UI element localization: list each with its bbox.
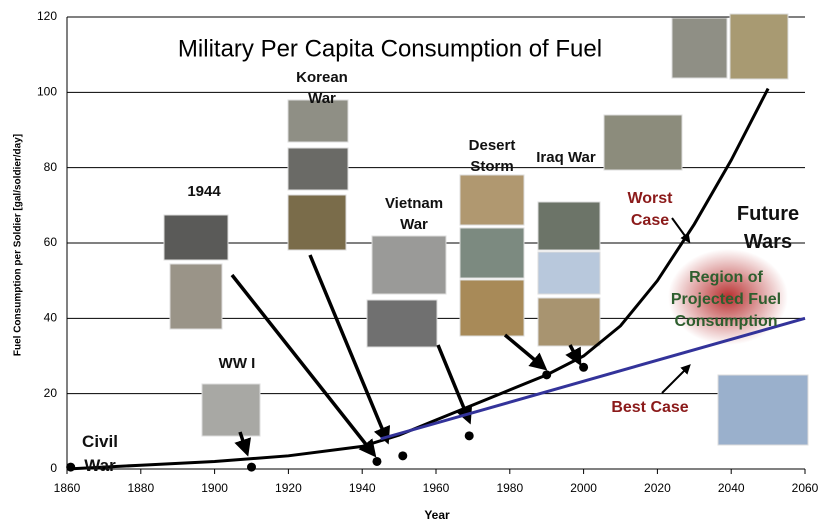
- annotation: Iraq War: [536, 149, 596, 166]
- photo: [169, 263, 223, 330]
- y-tick-label: 40: [44, 311, 58, 325]
- x-tick-label: 2020: [644, 481, 671, 495]
- y-tick-label: 20: [44, 386, 58, 400]
- photo: [717, 374, 809, 446]
- annotation: Vietnam War: [384, 195, 444, 233]
- x-tick-label: 2060: [792, 481, 819, 495]
- series-line: [380, 316, 806, 441]
- annotation: Best Case: [611, 399, 689, 416]
- arrow: [234, 431, 251, 457]
- series-line: [66, 87, 770, 471]
- x-tick-label: 1920: [275, 481, 302, 495]
- x-tick-label: 1860: [54, 481, 81, 495]
- data-point: [66, 462, 76, 472]
- photo: [163, 214, 229, 261]
- arrow: [436, 344, 473, 425]
- data-point: [542, 370, 552, 380]
- arrows: [230, 217, 691, 458]
- arrow: [308, 254, 391, 445]
- photo: [671, 17, 728, 79]
- photo: [287, 147, 349, 191]
- x-tick-label: 1980: [496, 481, 523, 495]
- photo: [603, 114, 683, 171]
- annotation: Desert Storm: [468, 137, 516, 175]
- annotation: 1944: [187, 183, 221, 200]
- x-tick-label: 2040: [718, 481, 745, 495]
- annotation: Worst Case: [627, 190, 673, 229]
- data-point: [579, 362, 589, 372]
- data-point: [398, 451, 408, 461]
- arrow: [661, 364, 691, 394]
- photo: [459, 279, 525, 337]
- data-point: [464, 431, 474, 441]
- data-point: [372, 456, 382, 466]
- photo: [729, 13, 789, 80]
- photo: [287, 194, 347, 251]
- y-tick-label: 120: [37, 9, 57, 23]
- annotation: Region of Projected Fuel Consumption: [670, 269, 782, 330]
- x-tick-label: 1880: [127, 481, 154, 495]
- y-tick-label: 80: [44, 160, 58, 174]
- y-axis-label: Fuel Consumption per Soldier [gal/soldie…: [13, 134, 24, 356]
- photos: [163, 13, 809, 446]
- arrow: [230, 273, 377, 458]
- annotation: Future Wars: [736, 203, 800, 253]
- y-tick-label: 60: [44, 235, 58, 249]
- y-tick-label: 0: [50, 461, 57, 475]
- annotation: Korean War: [296, 69, 348, 107]
- x-tick-label: 1940: [349, 481, 376, 495]
- photo: [366, 299, 438, 348]
- data-point: [247, 462, 256, 472]
- annotation: WW I: [218, 355, 256, 372]
- photo: [537, 251, 601, 295]
- photo: [459, 227, 525, 279]
- x-tick-label: 2000: [570, 481, 597, 495]
- arrow: [565, 344, 582, 367]
- y-tick-label: 100: [37, 85, 57, 99]
- photo: [201, 383, 261, 437]
- photo: [537, 297, 601, 347]
- photo: [371, 235, 447, 295]
- chart-title: Military Per Capita Consumption of Fuel: [178, 35, 602, 62]
- photo: [537, 201, 601, 251]
- glow: [668, 249, 788, 345]
- x-axis-label: Year: [424, 508, 450, 522]
- x-tick-label: 1900: [201, 481, 228, 495]
- photo: [459, 174, 525, 226]
- x-tick-label: 1960: [423, 481, 450, 495]
- photo: [287, 99, 349, 143]
- annotation: Civil War: [82, 432, 118, 475]
- arrow: [503, 333, 548, 371]
